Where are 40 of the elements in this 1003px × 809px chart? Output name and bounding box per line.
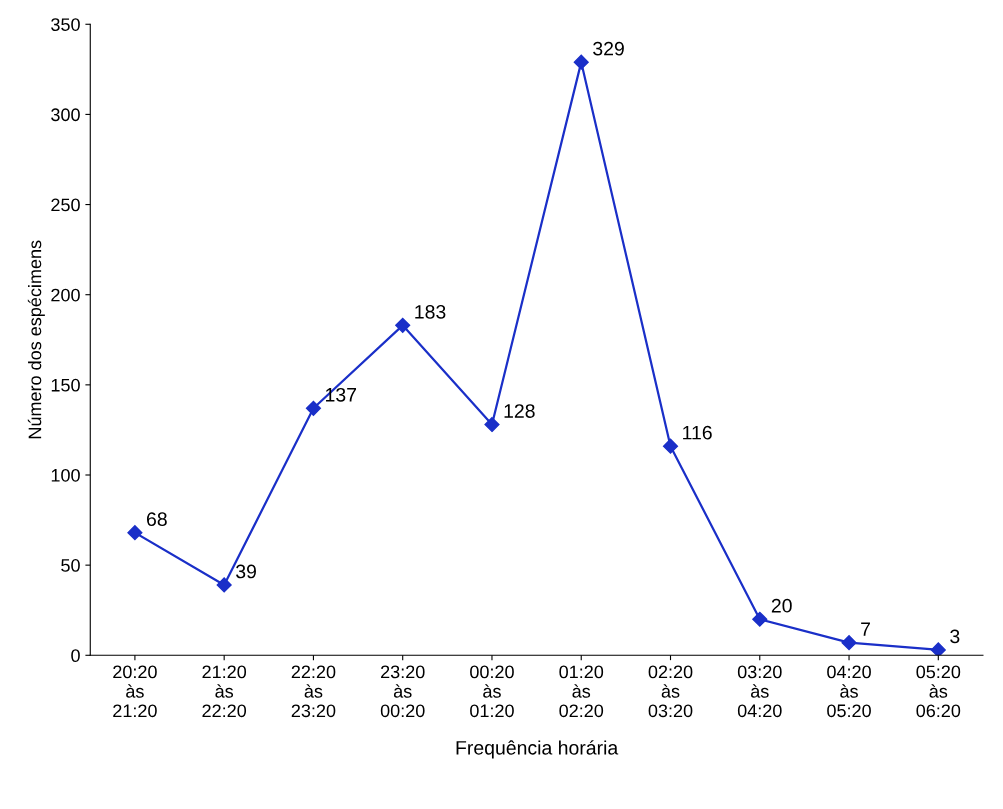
- y-tick-label: 100: [51, 468, 80, 482]
- data-label: 68: [147, 512, 167, 527]
- data-label: 7: [861, 622, 870, 636]
- point: [216, 577, 232, 593]
- data-label: 39: [236, 564, 256, 579]
- data-label: 128: [504, 404, 535, 418]
- y-tick-label: 0: [71, 649, 80, 663]
- y-tick-label: 350: [51, 18, 80, 31]
- data-label: 116: [683, 425, 712, 440]
- x-tick-label: 20:20 às 21:20: [113, 665, 157, 718]
- x-tick-label: 00:20 às 01:20: [470, 665, 514, 718]
- x-tick-label: 03:20 às 04:20: [737, 665, 782, 718]
- y-axis-title: Número dos espécimens: [27, 240, 45, 439]
- y-tick-label: 200: [51, 288, 80, 302]
- point: [841, 635, 857, 651]
- x-axis-title: Frequência horária: [456, 740, 619, 759]
- x-tick-label: 01:20 às 02:20: [559, 665, 604, 718]
- point: [484, 416, 500, 433]
- x-tick-label: 05:20 às 06:20: [916, 665, 961, 718]
- data-label: 329: [593, 41, 624, 56]
- y-tick-label: 250: [51, 198, 80, 212]
- x-tick-label: 21:20 às 22:20: [202, 665, 247, 718]
- x-tick-label: 22:20 às 23:20: [291, 665, 336, 718]
- data-label: 183: [415, 304, 446, 319]
- x-tick-label: 04:20 às 05:20: [827, 665, 871, 718]
- x-tick-label: 23:20 às 00:20: [380, 665, 425, 718]
- point: [573, 54, 589, 70]
- point: [395, 317, 411, 333]
- data-label: 20: [771, 598, 792, 613]
- point: [305, 400, 322, 416]
- y-tick-label: 50: [61, 559, 80, 572]
- y-tick-label: 150: [51, 378, 80, 392]
- x-tick-label: 02:20 às 03:20: [648, 665, 693, 718]
- data-label: 3: [950, 629, 960, 644]
- y-tick-label: 300: [51, 108, 80, 122]
- data-label: 137: [326, 387, 357, 402]
- point: [930, 642, 946, 656]
- point: [662, 438, 679, 454]
- point: [127, 525, 143, 541]
- point: [752, 611, 768, 627]
